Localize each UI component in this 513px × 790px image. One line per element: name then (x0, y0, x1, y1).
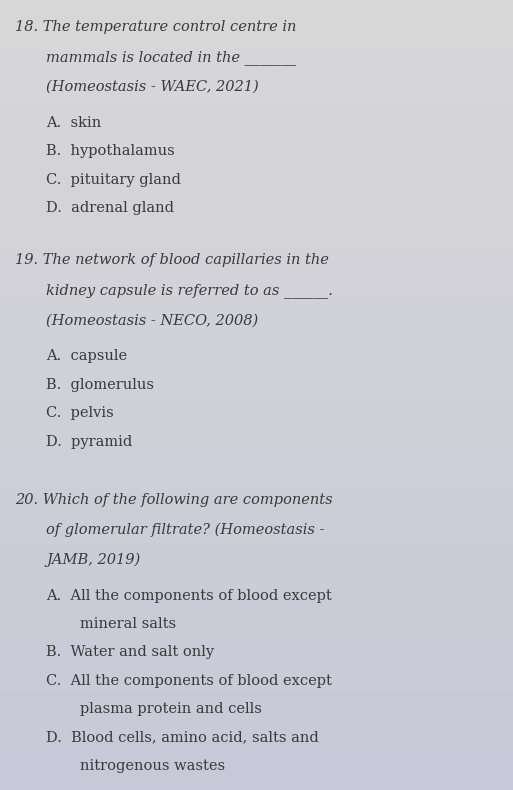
Text: kidney capsule is referred to as ______.: kidney capsule is referred to as ______. (46, 284, 333, 298)
Text: plasma protein and cells: plasma protein and cells (80, 702, 262, 717)
Text: A.  capsule: A. capsule (46, 349, 127, 363)
Text: A.  All the components of blood except: A. All the components of blood except (46, 589, 332, 603)
Text: of glomerular filtrate? (Homeostasis -: of glomerular filtrate? (Homeostasis - (46, 523, 325, 537)
Text: D.  pyramid: D. pyramid (46, 435, 132, 449)
Text: nitrogenous wastes: nitrogenous wastes (80, 759, 225, 773)
Text: C.  All the components of blood except: C. All the components of blood except (46, 674, 332, 688)
Text: B.  glomerulus: B. glomerulus (46, 378, 154, 392)
Text: 20. Which of the following are components: 20. Which of the following are component… (15, 493, 333, 506)
Text: 19. The network of blood capillaries in the: 19. The network of blood capillaries in … (15, 254, 329, 267)
Text: D.  Blood cells, amino acid, salts and: D. Blood cells, amino acid, salts and (46, 731, 319, 745)
Text: A.  skin: A. skin (46, 115, 102, 130)
Text: (Homeostasis - WAEC, 2021): (Homeostasis - WAEC, 2021) (46, 80, 259, 94)
Text: C.  pelvis: C. pelvis (46, 406, 114, 420)
Text: mineral salts: mineral salts (80, 617, 175, 631)
Text: D.  adrenal gland: D. adrenal gland (46, 201, 174, 215)
Text: C.  pituitary gland: C. pituitary gland (46, 173, 181, 186)
Text: (Homeostasis - NECO, 2008): (Homeostasis - NECO, 2008) (46, 314, 259, 327)
Text: JAMB, 2019): JAMB, 2019) (46, 553, 141, 567)
Text: mammals is located in the _______: mammals is located in the _______ (46, 50, 297, 65)
Text: B.  Water and salt only: B. Water and salt only (46, 645, 214, 660)
Text: 18. The temperature control centre in: 18. The temperature control centre in (15, 20, 297, 34)
Text: B.  hypothalamus: B. hypothalamus (46, 145, 175, 158)
